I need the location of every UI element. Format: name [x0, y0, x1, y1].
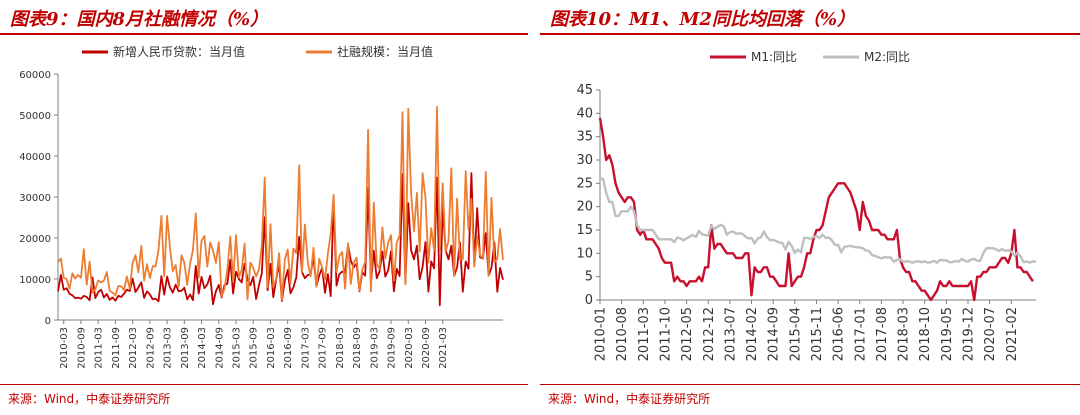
- x-tick-label: 2016-06: [832, 307, 847, 361]
- right-source-bar: 来源：Wind，中泰证券研究所: [540, 384, 1080, 415]
- y-tick-label: 35: [576, 130, 593, 145]
- y-tick-label: 40000: [19, 152, 51, 163]
- x-tick-label: 2018-10: [918, 307, 933, 361]
- x-tick-label: 2021-03: [438, 327, 449, 369]
- left-chart-panel: 图表9：国内8月社融情况（%） 0 10000 20000 30000 40000 500…: [0, 0, 528, 414]
- x-tick-label: 2011-09: [111, 327, 122, 369]
- x-tick-label: 2013-03: [163, 327, 174, 369]
- y-tick-label: 10000: [19, 275, 51, 286]
- x-tick-label: 2019-09: [387, 327, 398, 369]
- x-tick-label: 2011-03: [637, 307, 652, 361]
- y-tick-label: 30000: [19, 193, 51, 204]
- legend-label-2: M2:同比: [864, 50, 910, 64]
- x-tick-label: 2012-09: [145, 327, 156, 369]
- left-chart-title: 图表9：国内8月社融情况（%）: [10, 9, 269, 30]
- right-chart-svg: 0 5 10 15 20 25 30 35 40 45 2010-01 2010-08 2011-03 2…: [576, 50, 1037, 361]
- x-tick-label: 2010-01: [594, 307, 609, 361]
- y-tick-label: 40: [576, 106, 593, 121]
- left-source-bar: 来源：Wind，中泰证券研究所: [0, 384, 528, 415]
- legend-label-1: 新增人民币贷款：当月值: [113, 44, 245, 59]
- x-tick-label: 2013-07: [723, 307, 738, 361]
- y-tick-label: 25: [576, 176, 593, 191]
- x-tick-label: 2017-03: [300, 327, 311, 369]
- left-title-bar: 图表9：国内8月社融情况（%）: [0, 0, 528, 35]
- x-tick-label: 2019-05: [940, 307, 955, 361]
- x-tick-label: 2018-03: [335, 327, 346, 369]
- y-tick-label: 45: [576, 83, 593, 98]
- x-tick-label: 2013-09: [180, 327, 191, 369]
- legend-label-1: M1:同比: [751, 50, 797, 64]
- y-tick-label: 0: [45, 316, 51, 327]
- x-tick-label: 2020-03: [404, 327, 415, 369]
- y-tick-label: 0: [585, 293, 593, 308]
- y-tick-label: 10: [576, 246, 593, 261]
- right-title-bar: 图表10：M1、M2同比均回落（%）: [540, 0, 1080, 35]
- x-tick-label: 2015-11: [810, 307, 825, 361]
- y-tick-label: 15: [576, 223, 593, 238]
- right-chart-panel: 图表10：M1、M2同比均回落（%） 0 5 10 15 20 25 30 35 40 45 201…: [540, 0, 1080, 414]
- x-tick-label: 2010-03: [59, 327, 70, 369]
- series-line-1: [598, 117, 1034, 302]
- x-tick-label: 2010-08: [615, 307, 630, 361]
- left-chart-svg: 0 10000 20000 30000 40000 50000 60000 2010-03 20…: [19, 44, 504, 369]
- x-tick-label: 2018-09: [352, 327, 363, 369]
- x-tick-label: 2011-10: [658, 307, 673, 361]
- x-tick-label: 2019-12: [962, 307, 977, 361]
- right-source-note: 来源：Wind，中泰证券研究所: [548, 392, 711, 406]
- y-tick-label: 5: [585, 270, 593, 285]
- x-tick-label: 2016-03: [266, 327, 277, 369]
- x-tick-label: 2011-03: [94, 327, 105, 369]
- series-line-2: [57, 105, 504, 301]
- x-tick-label: 2015-03: [232, 327, 243, 369]
- x-tick-label: 2015-04: [788, 307, 803, 361]
- right-chart-title: 图表10：M1、M2同比均回落（%）: [550, 9, 856, 30]
- x-tick-label: 2020-09: [421, 327, 432, 369]
- x-tick-label: 2017-01: [853, 307, 868, 361]
- x-tick-label: 2014-09: [214, 327, 225, 369]
- x-tick-label: 2021-02: [1005, 307, 1020, 361]
- legend-label-2: 社融规模：当月值: [337, 44, 433, 59]
- x-tick-label: 2012-12: [702, 307, 717, 361]
- x-tick-label: 2012-03: [128, 327, 139, 369]
- x-tick-label: 2015-09: [249, 327, 260, 369]
- x-tick-label: 2016-09: [283, 327, 294, 369]
- y-tick-label: 20000: [19, 234, 51, 245]
- y-tick-label: 20: [576, 200, 593, 215]
- x-tick-label: 2014-09: [767, 307, 782, 361]
- y-tick-label: 60000: [19, 70, 51, 81]
- x-tick-label: 2019-03: [369, 327, 380, 369]
- y-tick-label: 50000: [19, 111, 51, 122]
- y-tick-label: 30: [576, 153, 593, 168]
- x-tick-label: 2018-03: [897, 307, 912, 361]
- x-tick-label: 2020-07: [983, 307, 998, 361]
- series-line-2: [600, 177, 1037, 264]
- x-tick-label: 2014-02: [745, 307, 760, 361]
- x-tick-label: 2010-09: [76, 327, 87, 369]
- x-tick-label: 2017-08: [875, 307, 890, 361]
- x-tick-label: 2012-05: [680, 307, 695, 361]
- x-tick-label: 2014-03: [197, 327, 208, 369]
- x-tick-label: 2017-09: [318, 327, 329, 369]
- left-source-note: 来源：Wind，中泰证券研究所: [8, 392, 171, 406]
